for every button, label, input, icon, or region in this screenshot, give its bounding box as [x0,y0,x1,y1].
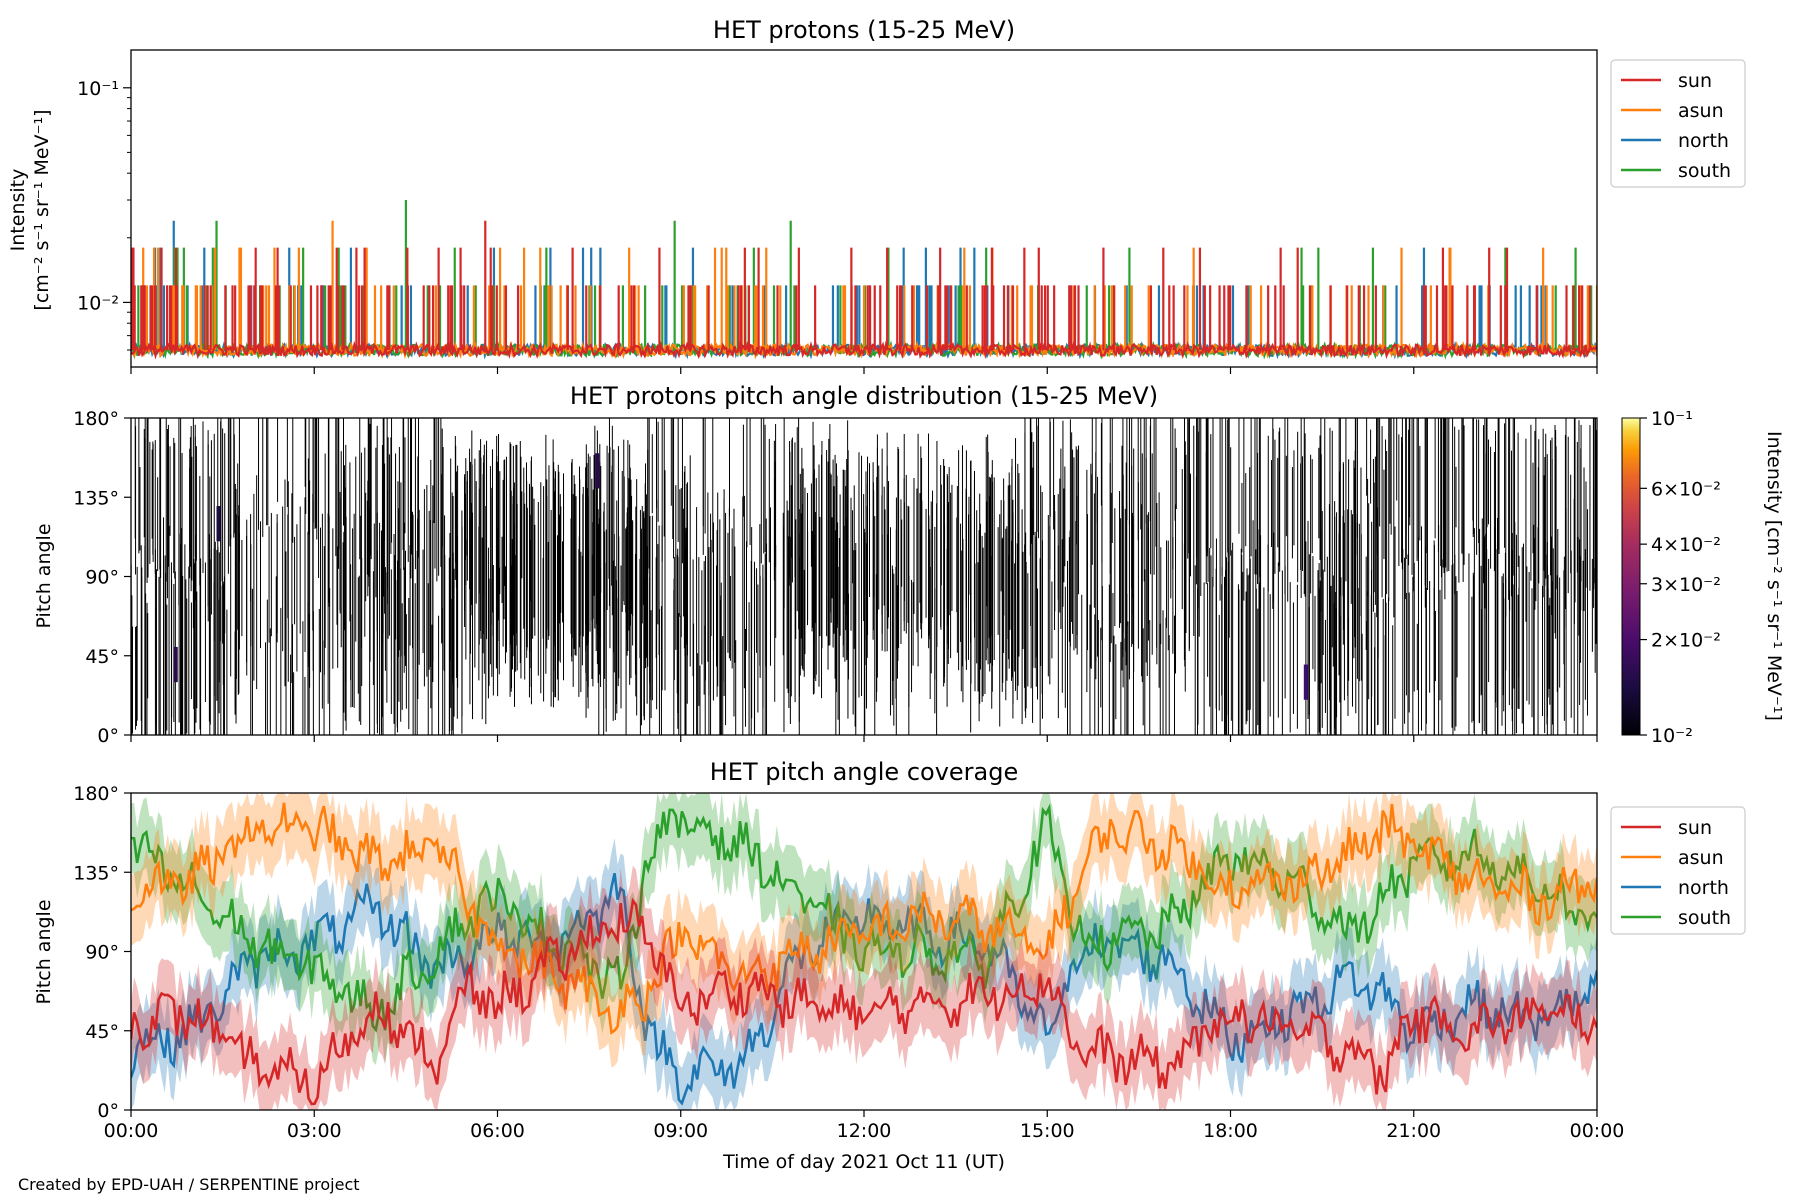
legend-label-north: north [1678,877,1729,899]
colorbar-tick-label: 6×10⁻² [1651,478,1721,500]
legend-label-asun: asun [1678,100,1724,122]
panel-3-y-axis: 0° 45° 90° 135° 180° [73,783,131,1122]
coverage-line-sun [131,897,1597,1106]
y-tick-label: 90° [85,567,119,589]
x-axis-label: Time of day 2021 Oct 11 (UT) [722,1151,1005,1173]
panel-1-ylabel-line1: Intensity [7,169,29,252]
y-tick-label: 180° [73,408,119,430]
coverage-line-south [131,803,1597,1033]
colorbar-tick-label: 10⁻² [1651,725,1693,747]
panel-3-ylabel: Pitch angle [33,899,55,1004]
panel-1-legend: sun asun north south [1610,59,1746,188]
y-tick-label: 45° [85,1021,119,1043]
y-tick-label: 0° [97,1100,119,1122]
intensity-baseline-sun [131,340,1597,360]
panel-2-title: HET protons pitch angle distribution (15… [570,382,1158,410]
heatmap-columns [131,418,1597,735]
colorbar-ticks: 10⁻¹ 6×10⁻² 4×10⁻² 3×10⁻² 2×10⁻² 10⁻² [1640,408,1721,747]
x-tick-label: 12:00 [837,1120,892,1142]
heatmap-cell [173,646,178,683]
x-axes: 00:00 03:00 06:00 09:00 12:00 15:00 18:00 21:00… [104,367,1625,1142]
panel-pitch-angle-distribution: HET protons pitch angle distribution (15… [33,382,1785,747]
x-tick-label: 03:00 [287,1120,342,1142]
x-tick-label: 15:00 [1020,1120,1075,1142]
colorbar-tick-label: 10⁻¹ [1651,408,1693,430]
panel-3-title: HET pitch angle coverage [710,758,1018,786]
x-tick-label: 21:00 [1386,1120,1441,1142]
coverage-band-sun [131,865,1597,1110]
x-tick-label: 18:00 [1203,1120,1258,1142]
legend-label-south: south [1678,907,1731,929]
y-tick-label: 10⁻¹ [77,78,119,100]
colorbar-tick-label: 2×10⁻² [1651,630,1721,652]
footer-credit: Created by EPD-UAH / SERPENTINE project [18,1175,360,1194]
y-tick-label: 135° [73,487,119,509]
x-tick-label: 00:00 [104,1120,159,1142]
legend-label-asun: asun [1678,847,1724,869]
legend-box [1610,59,1746,188]
colorbar-tick-label: 4×10⁻² [1651,534,1721,556]
legend-label-north: north [1678,130,1729,152]
legend-label-sun: sun [1678,70,1712,92]
panel-1-title: HET protons (15-25 MeV) [713,16,1015,44]
panel-3-legend: sun asun north south [1610,806,1746,935]
coverage-series-group [131,793,1597,1110]
y-tick-label: 90° [85,942,119,964]
coverage-band-asun [131,793,1597,1068]
x-tick-label: 06:00 [470,1120,525,1142]
colorbar-tick-label: 3×10⁻² [1651,574,1721,596]
intensity-series-group [131,200,1597,360]
x-tick-label: 09:00 [653,1120,708,1142]
panel-1-y-axis: 10⁻¹ 10⁻² [77,78,131,351]
legend-label-south: south [1678,160,1731,182]
coverage-line-north [131,873,1597,1106]
panel-1-ylabel-line2: [cm⁻² s⁻¹ sr⁻¹ MeV⁻¹] [31,109,53,310]
coverage-band-north [131,838,1597,1110]
colorbar-label: Intensity [cm⁻² s⁻¹ sr⁻¹ MeV⁻¹] [1763,431,1785,721]
y-tick-label: 10⁻² [77,292,119,314]
heatmap-group [131,418,1597,735]
coverage-line-asun [131,802,1597,1035]
x-tick-label: 00:00 [1570,1120,1625,1142]
panel-pitch-angle-coverage: HET pitch angle coverage 0° 45° 90° 135° 180… [33,758,1746,1122]
coverage-band-south [131,793,1597,1066]
panel-2-ylabel: Pitch angle [33,523,55,628]
y-tick-label: 180° [73,783,119,805]
legend-box [1610,806,1746,935]
heatmap-cell [216,506,221,542]
intensity-series-sun [131,220,1597,360]
heatmap-cell [1303,664,1308,700]
colorbar [1621,417,1641,736]
y-tick-label: 0° [97,725,119,747]
legend-label-sun: sun [1678,817,1712,839]
panel-intensity: HET protons (15-25 MeV) 10⁻¹ 10⁻² Intensi… [7,16,1746,368]
y-tick-label: 135° [73,862,119,884]
heatmap-cell [595,453,600,489]
y-tick-label: 45° [85,646,119,668]
panel-2-y-axis: 0° 45° 90° 135° 180° [73,408,131,747]
